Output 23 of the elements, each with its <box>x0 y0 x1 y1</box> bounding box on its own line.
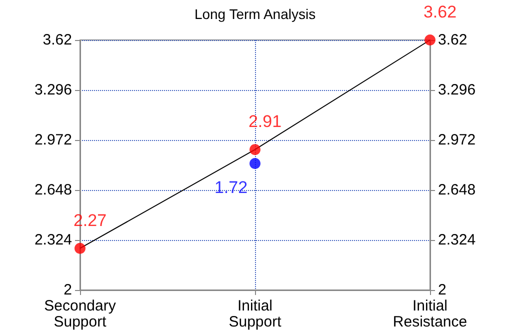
chart-title: Long Term Analysis <box>194 6 316 22</box>
y-tick-label: 2.972 <box>34 132 72 148</box>
point <box>250 144 260 156</box>
y-tick-label: 3.296 <box>34 82 72 98</box>
y-tick-label: 2.648 <box>34 182 72 198</box>
data-label: 2.91 <box>248 112 282 132</box>
y-tick-label: 2.324 <box>34 232 72 248</box>
y2-tick-label: 2 <box>438 282 446 298</box>
y-tick-label: 2 <box>64 282 72 298</box>
x-tick-label: Initial Resistance <box>392 298 468 330</box>
y-tick-label: 3.62 <box>42 32 72 48</box>
y2-tick-label: 3.62 <box>438 32 468 48</box>
y2-tick-label: 3.296 <box>438 82 476 98</box>
point <box>74 242 86 254</box>
y2-tick-label: 2.972 <box>438 132 476 148</box>
y2-tick-label: 2.648 <box>438 182 476 198</box>
annotation: 1.72 <box>214 178 248 197</box>
point <box>424 34 436 46</box>
data-label: 3.62 <box>423 2 457 22</box>
y2-tick-label: 2.324 <box>438 232 476 248</box>
x-tick-label: Initial Support <box>228 298 282 330</box>
x-tick-label: Secondary Support <box>44 298 116 330</box>
point <box>250 158 260 169</box>
